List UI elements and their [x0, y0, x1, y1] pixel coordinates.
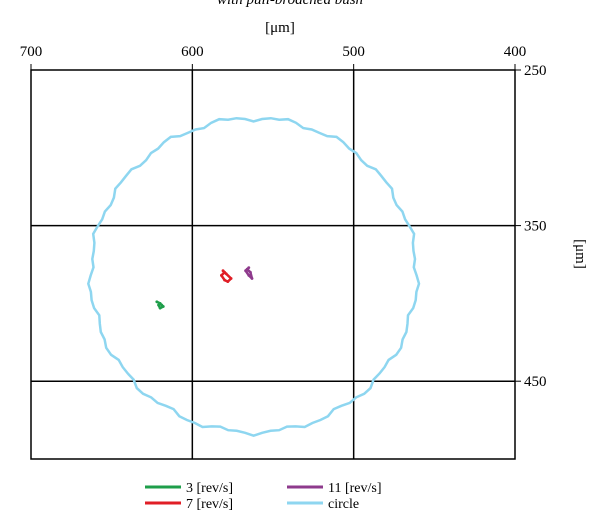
legend-label: 7 [rev/s] — [186, 497, 233, 512]
data-point — [220, 274, 223, 277]
y-axis-label: [μm] — [572, 239, 588, 269]
y-ticks: 250 350 450 — [515, 63, 547, 390]
y-tick-label: 450 — [524, 374, 547, 390]
legend-label: circle — [328, 497, 359, 512]
series-trace — [220, 269, 233, 283]
data-point — [157, 303, 160, 307]
y-tick-label: 250 — [524, 63, 547, 79]
data-point — [247, 274, 251, 277]
data-point — [224, 272, 228, 276]
grid — [31, 70, 515, 459]
data-point — [161, 305, 165, 308]
legend-label: 3 [rev/s] — [186, 481, 233, 496]
data-point — [226, 280, 230, 283]
legend: 3 [rev/s]7 [rev/s] 11 [rev/s]circle — [145, 481, 382, 512]
chart-title: with pull-broached bush — [217, 0, 363, 8]
series-layer — [86, 116, 421, 438]
x-tick-label: 700 — [20, 44, 43, 60]
y-tick-label: 350 — [524, 219, 547, 235]
data-point — [223, 278, 227, 282]
data-point — [229, 277, 233, 280]
data-point — [245, 267, 249, 271]
plot-frame — [30, 69, 516, 460]
x-axis-label: [μm] — [265, 20, 295, 36]
x-tick-label: 600 — [181, 44, 204, 60]
data-point — [155, 300, 159, 304]
x-tick-label: 500 — [342, 44, 365, 60]
legend-label: 11 [rev/s] — [328, 481, 382, 496]
x-ticks: 700 600 500 400 — [20, 44, 527, 70]
series-circle — [86, 116, 421, 438]
data-point — [158, 306, 162, 310]
data-point — [221, 269, 225, 273]
x-tick-label: 400 — [504, 44, 527, 60]
data-point — [249, 270, 252, 274]
data-point — [250, 277, 254, 280]
